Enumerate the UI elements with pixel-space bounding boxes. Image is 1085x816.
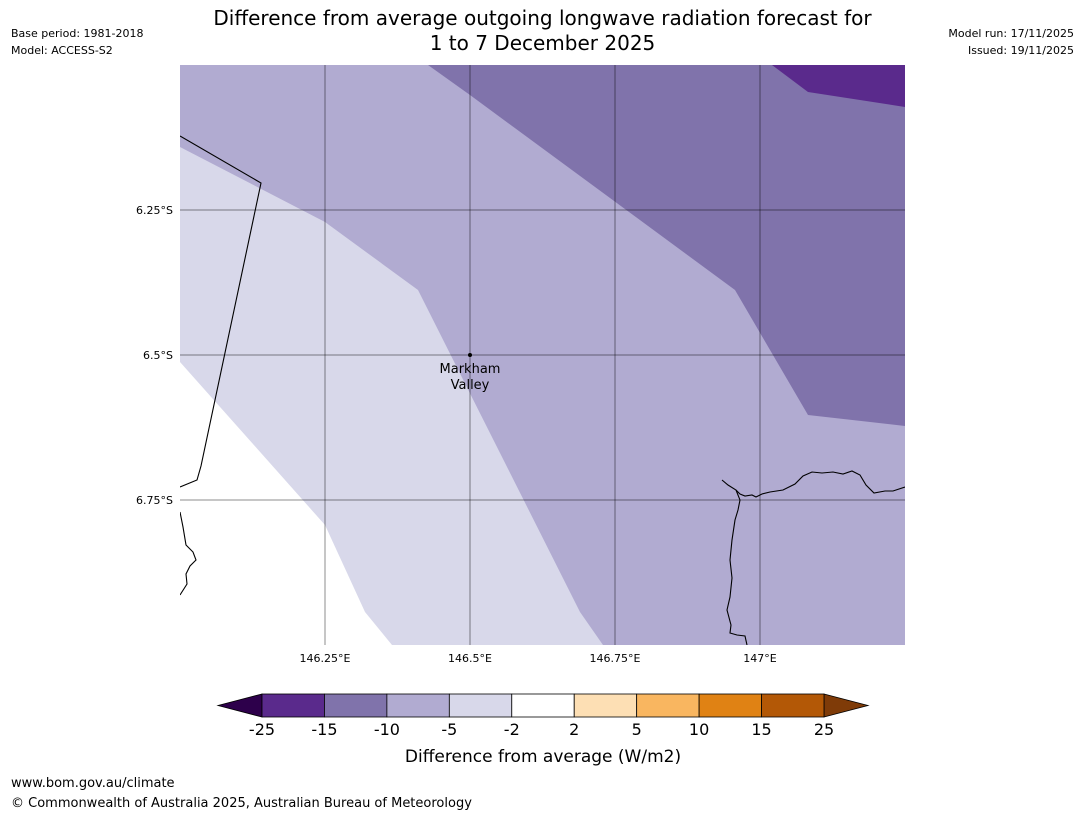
- colorbar-segment: [761, 693, 825, 718]
- place-dot: [468, 353, 472, 357]
- colorbar-segment: [261, 693, 325, 718]
- footer: www.bom.gov.au/climate © Commonwealth of…: [11, 774, 472, 814]
- map-title-line-1: Difference from average outgoing longwav…: [213, 6, 872, 30]
- colorbar: -25 -15 -10 -5 -2 2 5 10 15 25: [216, 693, 870, 739]
- metadata-right: Model run: 17/11/2025 Issued: 19/11/2025: [948, 25, 1074, 59]
- coastline-east: [721, 470, 905, 498]
- coastlines: [180, 135, 905, 645]
- place-marker: Markham Valley: [440, 353, 501, 393]
- colorbar-segment: [324, 693, 388, 718]
- colorbar-segment: [698, 693, 762, 718]
- colorbar-segment: [511, 693, 575, 718]
- latitude-tick-label: 6.5°S: [143, 349, 173, 362]
- colorbar-tick-label: -15: [311, 720, 337, 739]
- colorbar-under-arrow: [216, 693, 263, 718]
- model-run-text: Model run: 17/11/2025: [948, 27, 1074, 40]
- colorbar-tick-label: 25: [814, 720, 834, 739]
- colorbar-title: Difference from average (W/m2): [405, 747, 681, 767]
- contour-band-minus15-to-minus10: [428, 65, 905, 426]
- colorbar-segment: [386, 693, 450, 718]
- map-title: Difference from average outgoing longwav…: [0, 6, 1085, 56]
- map-title-line-2: 1 to 7 December 2025: [429, 31, 656, 55]
- longitude-tick-label: 146.75°E: [590, 652, 641, 665]
- colorbar-segment: [573, 693, 638, 718]
- colorbar-tick-label: 10: [689, 720, 709, 739]
- longitude-tick-label: 147°E: [743, 652, 776, 665]
- longitude-tick-label: 146.25°E: [300, 652, 351, 665]
- place-name-line-2: Valley: [451, 378, 490, 393]
- footer-copyright: © Commonwealth of Australia 2025, Austra…: [11, 796, 472, 811]
- metadata-left: Base period: 1981-2018 Model: ACCESS-S2: [11, 25, 143, 59]
- tick-labels: 146.25°E 146.5°E 146.75°E 147°E 6.25°S 6.5°S 6…: [136, 204, 777, 665]
- colorbar-segment: [636, 693, 700, 718]
- longitude-tick-label: 146.5°E: [448, 652, 492, 665]
- base-period-text: Base period: 1981-2018: [11, 27, 144, 40]
- footer-url: www.bom.gov.au/climate: [11, 776, 175, 791]
- latitude-tick-label: 6.25°S: [136, 204, 173, 217]
- colorbar-segment: [448, 693, 513, 718]
- colorbar-tick-label: -25: [249, 720, 275, 739]
- colorbar-tick-label: 15: [751, 720, 771, 739]
- model-text: Model: ACCESS-S2: [11, 44, 113, 57]
- colorbar-tick-label: -10: [374, 720, 400, 739]
- coastline-west: [180, 511, 197, 596]
- issued-text: Issued: 19/11/2025: [967, 44, 1074, 57]
- colorbar-tick-label: 2: [569, 720, 579, 739]
- border-line: [180, 135, 262, 488]
- contour-band-minus25-to-minus15: [772, 65, 905, 107]
- contour-fills: [180, 65, 905, 645]
- colorbar-tick-label: 5: [632, 720, 642, 739]
- place-name-line-1: Markham: [440, 362, 501, 377]
- river-line: [726, 489, 748, 645]
- colorbar-tick-label: -5: [441, 720, 457, 739]
- colorbar-over-arrow: [823, 693, 870, 718]
- latitude-tick-label: 6.75°S: [136, 494, 173, 507]
- colorbar-tick-label: -2: [504, 720, 520, 739]
